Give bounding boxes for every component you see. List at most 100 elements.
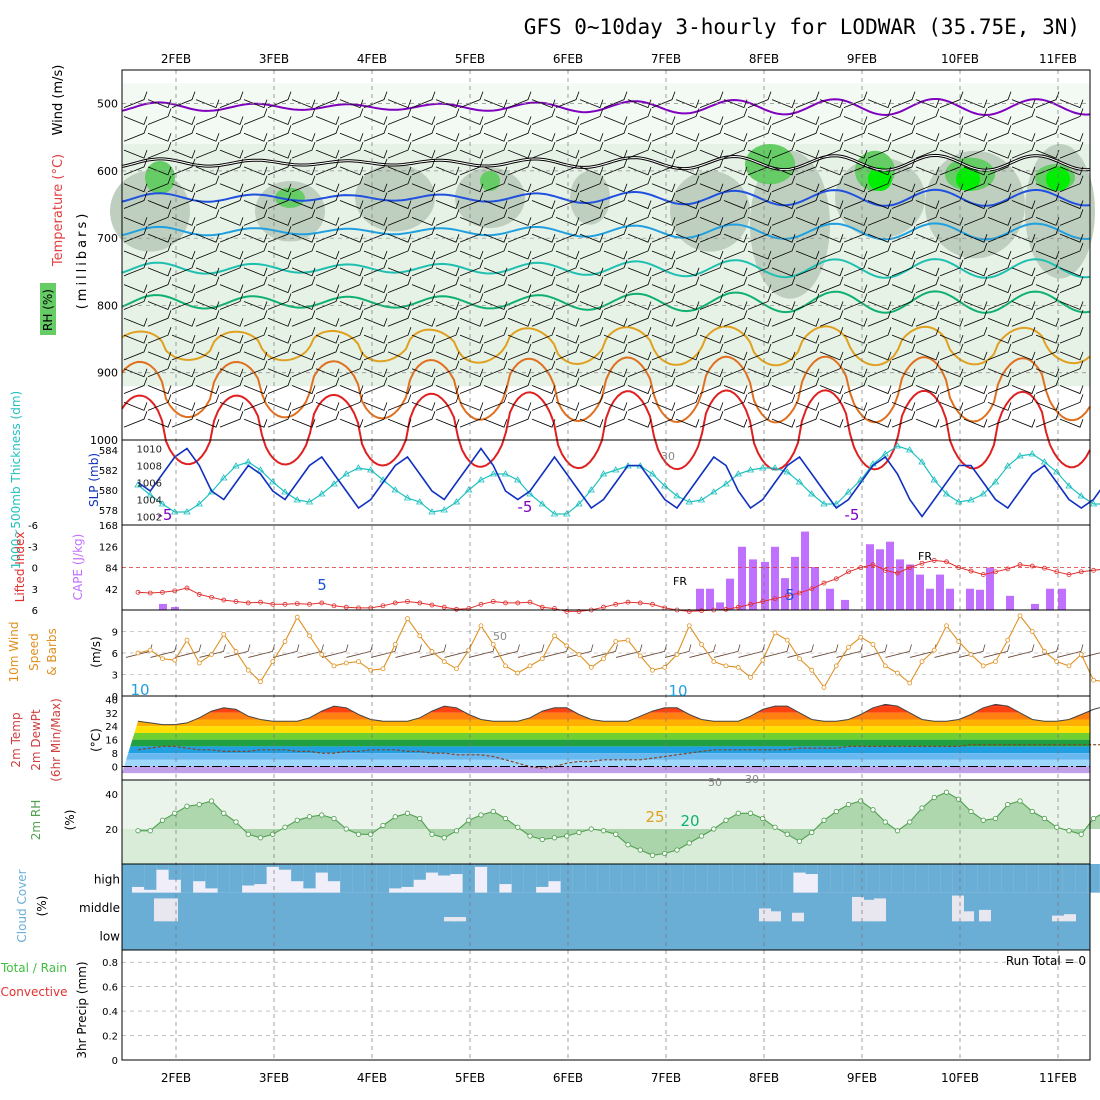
- wind-barb: [723, 360, 748, 378]
- cloud-level-label: middle: [79, 901, 120, 915]
- wind-speed-point: [919, 659, 925, 664]
- wind-barb: [627, 166, 652, 176]
- wind-barb: [915, 301, 940, 310]
- wind-barb: [483, 418, 508, 428]
- wind-speed-point: [441, 659, 447, 664]
- wind-barb: [435, 108, 460, 125]
- wind-barb: [291, 132, 316, 142]
- wind-barb: [195, 418, 220, 428]
- cape-bar: [896, 559, 904, 610]
- wind-barb: [675, 418, 700, 428]
- wind-barb: [723, 351, 748, 361]
- rh-legend-swatch: [40, 283, 56, 335]
- wind-barb: [747, 250, 772, 260]
- wind-barb: [315, 91, 340, 109]
- wind-barb: [147, 276, 172, 294]
- wind-barb: [723, 301, 748, 310]
- wind-barb: [651, 401, 676, 411]
- wind-barb: [411, 125, 436, 142]
- wind-barb: [531, 351, 556, 361]
- cape-bar: [906, 564, 914, 610]
- wind-barb: [675, 200, 700, 210]
- lifted-index-point: [319, 600, 325, 606]
- wind-tick-label: 9: [112, 628, 118, 639]
- wind-barb: [963, 394, 988, 411]
- wind-barb: [507, 259, 532, 277]
- wind-barb: [891, 158, 916, 176]
- wind-barb: [459, 284, 484, 294]
- surface-wind-barb: [272, 644, 300, 658]
- wind-barb: [123, 317, 148, 327]
- ylabel-rh: RH (%): [41, 289, 55, 331]
- lifted-index-point: [441, 604, 447, 610]
- wind-barb: [987, 116, 1012, 125]
- wind-barb: [435, 166, 460, 176]
- pressure-tick-label: 900: [97, 367, 118, 380]
- thickness-tick-label: 582: [99, 466, 118, 477]
- thickness-point: [673, 492, 681, 499]
- ylabel-total-rain: Total / Rain: [0, 961, 67, 975]
- contour-label: 30: [661, 450, 675, 463]
- thickness-point: [844, 488, 853, 495]
- wind-barb: [819, 351, 844, 361]
- wind-barb: [795, 216, 820, 226]
- thickness-point: [1016, 452, 1024, 459]
- wind-barb: [699, 250, 724, 260]
- wind-barb: [915, 351, 940, 361]
- wind-barb: [867, 326, 892, 344]
- cape-bar: [936, 574, 944, 610]
- wind-barb: [171, 149, 196, 159]
- surface-wind-barb: [1056, 644, 1084, 658]
- wind-barb: [843, 116, 868, 125]
- cloud-high-bar: [805, 864, 818, 875]
- cloud-high-bar: [952, 864, 965, 893]
- thickness-point: [930, 476, 938, 483]
- thickness-point: [575, 500, 583, 507]
- pressure-tick-label: 600: [97, 165, 118, 178]
- wind-barb: [339, 175, 364, 193]
- wind-barb: [267, 334, 292, 344]
- chart-title: GFS 0~10day 3-hourly for LODWAR (35.75E,…: [524, 15, 1080, 39]
- wind-barb: [675, 99, 700, 109]
- wind-barb: [267, 91, 292, 109]
- cape-bar: [696, 588, 704, 610]
- surface-wind-barb: [787, 644, 814, 658]
- rh-2m-point: [404, 810, 411, 816]
- wind-barb: [243, 360, 268, 378]
- wind-barb: [627, 301, 652, 310]
- wind-barb: [867, 385, 892, 395]
- wind-barb: [363, 91, 388, 109]
- thickness-point: [832, 500, 840, 507]
- thickness-point: [1065, 482, 1073, 489]
- wind-barb: [171, 334, 196, 344]
- wind-barb: [507, 91, 532, 109]
- cloud-high-bar: [352, 864, 365, 893]
- wind-barb: [171, 411, 196, 428]
- wind-barb: [939, 91, 964, 109]
- thickness-point: [158, 500, 167, 507]
- wind-barb: [867, 200, 892, 210]
- wind-barb: [147, 175, 172, 193]
- wind-barb: [1011, 209, 1036, 226]
- wind-barb: [291, 301, 316, 310]
- wind-barb: [243, 200, 268, 210]
- rh-cell: [355, 164, 435, 232]
- temp-band: [122, 699, 1090, 707]
- wind-barb: [291, 209, 316, 226]
- contour-label: 5: [785, 586, 795, 604]
- cape-bar: [876, 549, 884, 610]
- rh-area: [138, 792, 1100, 856]
- wind-barb: [411, 259, 436, 277]
- surface-wind-barb: [713, 644, 741, 658]
- lifted-index-point: [221, 597, 227, 603]
- thickness-point: [146, 491, 154, 498]
- wind-barb: [627, 394, 652, 411]
- wind-barb: [1011, 141, 1036, 159]
- wind-barb: [147, 418, 172, 428]
- wind-barb: [603, 293, 628, 310]
- rh-tick-label: 20: [105, 825, 118, 836]
- thickness-point: [697, 496, 706, 503]
- wind-barb: [363, 293, 388, 310]
- thickness-point: [183, 508, 191, 515]
- wind-barb: [795, 411, 820, 428]
